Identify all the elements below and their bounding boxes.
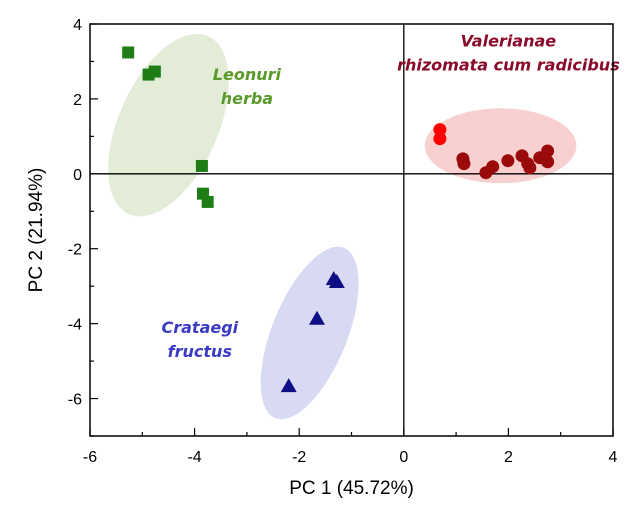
point-valerianae-highlight [433,132,447,146]
ellipse-valerianae [424,108,577,184]
ellipse-crataegi [260,246,359,420]
y-tick-label: -4 [68,317,82,334]
zero-lines [90,24,613,436]
x-tick-label: -2 [292,449,306,466]
point-leonuri [195,159,208,172]
point-leonuri [122,46,135,59]
y-axis-title: PC 2 (21.94%) [26,168,47,293]
point-crataegi [280,378,297,393]
point-leonuri [148,65,161,78]
point-valerianae [523,161,537,175]
point-crataegi [328,274,345,289]
x-tick-label: 2 [504,449,513,466]
point-valerianae [501,154,515,168]
group-label-crataegi: fructus [168,342,232,361]
point-valerianae [457,157,471,171]
group-label-leonuri: Leonuri [213,65,282,84]
x-tick-label: -4 [187,449,201,466]
y-tick-label: -6 [68,392,82,409]
point-valerianae-highlight [433,123,447,137]
group-ellipses [108,33,577,420]
ellipse-leonuri [108,33,229,217]
group-label-leonuri: herba [221,89,273,108]
group-label-crataegi: Crataegi [161,318,238,337]
x-tick-label: -6 [83,449,97,466]
y-tick-label: 4 [73,17,82,34]
x-tick-label: 0 [399,449,408,466]
group-label-valerianae: rhizomata cum radicibus [397,55,620,74]
data-points [122,46,555,393]
group-labels: Leonuri herba Crataegi fructus Valerianae rhi… [161,31,619,361]
point-valerianae [541,155,555,169]
point-valerianae [541,144,555,158]
x-axis-title: PC 1 (45.72%) [289,478,414,499]
point-leonuri [201,195,214,208]
axis-ticks: -6 -4 -2 0 2 4 -6 -4 -2 0 2 4 [68,17,618,466]
point-valerianae [486,160,500,174]
x-tick-label: 4 [609,449,618,466]
point-crataegi [308,310,325,325]
y-tick-label: 2 [73,92,82,109]
y-tick-label: 0 [73,167,82,184]
y-tick-label: -2 [68,242,82,259]
group-label-valerianae: Valerianae [461,31,557,50]
